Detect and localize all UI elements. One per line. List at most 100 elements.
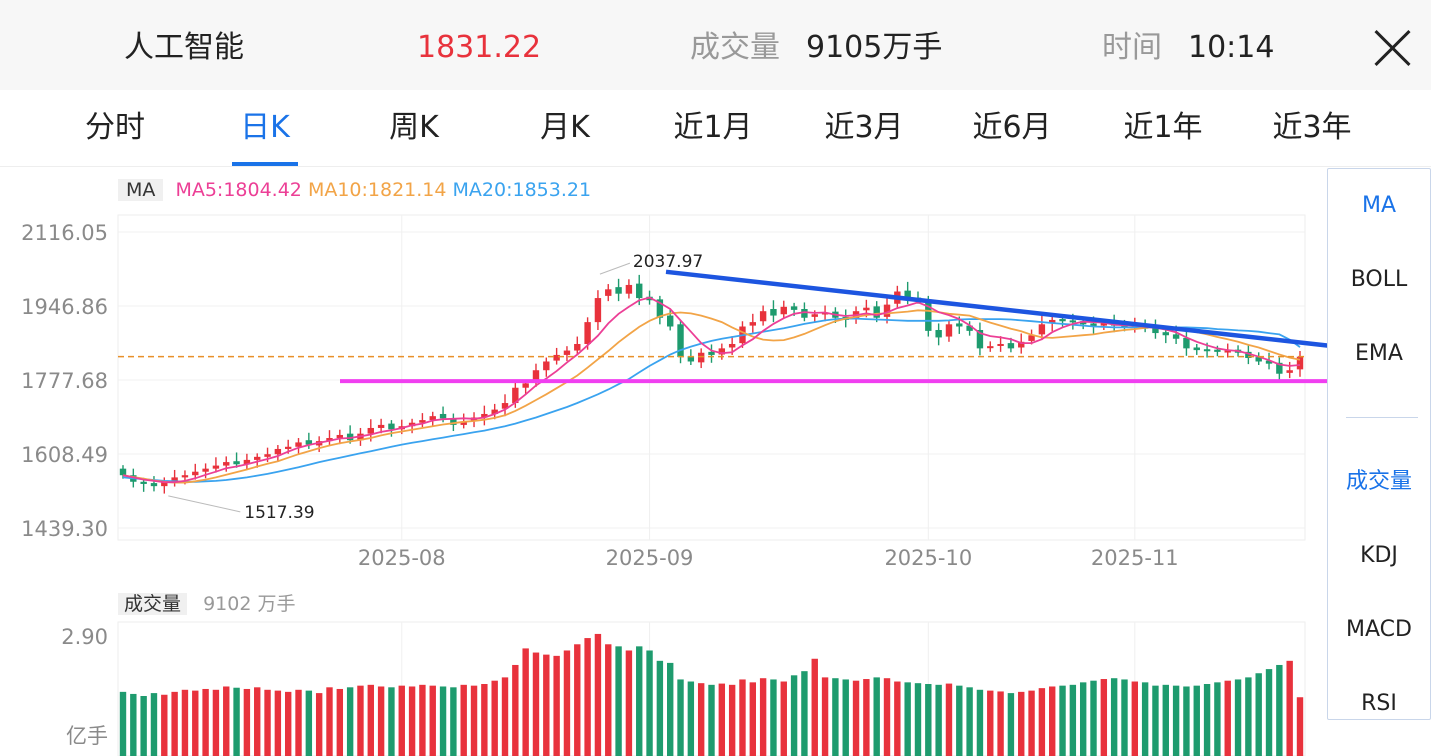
volume-bar bbox=[439, 686, 447, 756]
tab-3-years[interactable]: 近3年 bbox=[1272, 110, 1352, 145]
candle-body bbox=[1007, 343, 1015, 349]
volume-bar bbox=[759, 678, 767, 756]
candle-body bbox=[1028, 335, 1035, 341]
volume-bar bbox=[1100, 679, 1108, 756]
volume-bar bbox=[1059, 685, 1066, 756]
candle-body bbox=[1152, 327, 1159, 334]
candle-body bbox=[419, 420, 426, 423]
tab-monthly-k[interactable]: 月K bbox=[540, 110, 590, 145]
volume-bar bbox=[646, 650, 653, 756]
indicator-ma[interactable]: MA bbox=[1361, 193, 1397, 218]
candle-body bbox=[1100, 322, 1108, 326]
volume-bar bbox=[543, 654, 550, 756]
ma5-value: MA5:1804.42 bbox=[175, 179, 302, 201]
indicator-volume[interactable]: 成交量 bbox=[1345, 469, 1412, 494]
tab-weekly-k[interactable]: 周K bbox=[389, 110, 439, 145]
candle-body bbox=[1018, 341, 1025, 348]
low-annotation: 1517.39 bbox=[244, 503, 314, 523]
tab-intraday[interactable]: 分时 bbox=[85, 110, 145, 145]
candle-body bbox=[450, 418, 457, 425]
volume-bar bbox=[522, 648, 529, 756]
candle-body bbox=[790, 306, 798, 310]
volume-bar bbox=[460, 684, 467, 756]
volume-bar bbox=[1172, 685, 1180, 756]
tabs-divider bbox=[0, 166, 1431, 167]
candle-body bbox=[460, 421, 467, 425]
volume-bar bbox=[842, 679, 849, 756]
volume-bar bbox=[264, 689, 271, 756]
candle-body bbox=[708, 351, 715, 355]
volume-bar bbox=[832, 678, 839, 756]
volume-unit-label: 亿手 bbox=[66, 724, 108, 748]
volume-value: 9105万手 bbox=[806, 30, 943, 65]
indicator-macd[interactable]: MACD bbox=[1346, 617, 1412, 642]
volume-bar bbox=[574, 644, 581, 756]
volume-bar bbox=[925, 684, 932, 756]
indicator-menu-divider bbox=[1346, 417, 1418, 418]
volume-bar bbox=[584, 638, 591, 756]
volume-bar bbox=[728, 684, 736, 756]
indicator-ema[interactable]: EMA bbox=[1355, 341, 1403, 366]
tab-3-months[interactable]: 近3月 bbox=[824, 110, 904, 145]
candle-body bbox=[697, 352, 705, 363]
volume-bar bbox=[863, 679, 870, 756]
volume-bar bbox=[1162, 684, 1169, 756]
candle-body bbox=[377, 424, 385, 428]
time-label: 时间 bbox=[1102, 30, 1162, 65]
volume-bar bbox=[1214, 682, 1221, 756]
volume-bar bbox=[749, 682, 756, 756]
candle-body bbox=[171, 477, 178, 482]
high-annotation-leader bbox=[599, 262, 631, 275]
candle-body bbox=[367, 427, 374, 434]
candle-body bbox=[264, 454, 271, 457]
candle-body bbox=[987, 346, 994, 349]
candle-body bbox=[553, 354, 560, 361]
tab-1-month[interactable]: 近1月 bbox=[673, 110, 753, 145]
tab-1-year[interactable]: 近1年 bbox=[1123, 110, 1203, 145]
volume-bar bbox=[1203, 684, 1211, 756]
candle-body bbox=[997, 343, 1004, 346]
candle-body bbox=[1265, 360, 1273, 364]
candle-body bbox=[873, 306, 880, 318]
candle-body bbox=[284, 446, 292, 449]
candle-body bbox=[956, 323, 963, 327]
volume-bar bbox=[150, 693, 158, 756]
high-annotation: 2037.97 bbox=[633, 252, 703, 272]
candle-body bbox=[1172, 334, 1180, 339]
candle-body bbox=[605, 289, 612, 296]
candle-body bbox=[594, 298, 602, 323]
candle-body bbox=[254, 456, 261, 460]
candle-body bbox=[728, 343, 736, 348]
volume-bar bbox=[594, 633, 602, 756]
candle-body bbox=[1079, 321, 1087, 325]
candle-body bbox=[181, 475, 189, 478]
ma-legend-label: MA bbox=[118, 179, 164, 201]
volume-bar bbox=[945, 683, 953, 756]
volume-bar bbox=[667, 662, 674, 756]
candle-body bbox=[243, 459, 251, 465]
candle-body bbox=[945, 324, 953, 337]
candle-body bbox=[1069, 320, 1077, 323]
x-tick-label: 2025-08 bbox=[358, 546, 446, 570]
tab-6-months[interactable]: 近6月 bbox=[972, 110, 1052, 145]
candle-body bbox=[305, 440, 313, 445]
volume-bar bbox=[140, 696, 147, 756]
candle-body bbox=[439, 413, 447, 419]
volume-bar bbox=[790, 675, 798, 756]
volume-bar bbox=[904, 682, 911, 756]
indicator-menu: MA BOLL EMA 成交量 KDJ MACD RSI bbox=[1327, 168, 1431, 720]
indicator-kdj[interactable]: KDJ bbox=[1360, 543, 1398, 568]
volume-bar bbox=[636, 646, 643, 756]
candle-body bbox=[491, 409, 498, 414]
indicator-rsi[interactable]: RSI bbox=[1361, 691, 1397, 716]
volume-bar bbox=[1141, 682, 1149, 756]
indicator-boll[interactable]: BOLL bbox=[1350, 267, 1408, 292]
volume-bar bbox=[1234, 679, 1242, 756]
candle-body bbox=[636, 283, 643, 299]
active-tab-indicator bbox=[232, 162, 298, 166]
price-y-tick-label: 1777.68 bbox=[21, 369, 108, 393]
candle-body bbox=[202, 468, 209, 472]
tab-daily-k[interactable]: 日K bbox=[240, 110, 290, 145]
candle-body bbox=[336, 434, 344, 439]
